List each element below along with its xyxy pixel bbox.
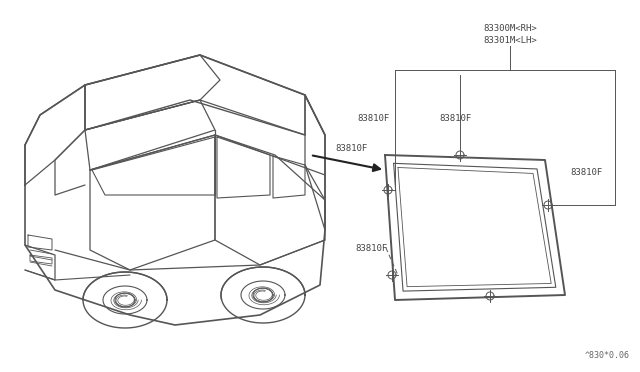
Text: 83301M<LH>: 83301M<LH> bbox=[483, 35, 537, 45]
Text: 83810F: 83810F bbox=[570, 167, 602, 176]
Text: ^830*0.06: ^830*0.06 bbox=[585, 351, 630, 360]
Text: 83300M<RH>: 83300M<RH> bbox=[483, 23, 537, 32]
Text: 83810F: 83810F bbox=[355, 244, 387, 253]
Text: 83810F: 83810F bbox=[357, 113, 389, 122]
Text: 83810F: 83810F bbox=[335, 144, 367, 153]
Text: 83810F: 83810F bbox=[439, 113, 471, 122]
